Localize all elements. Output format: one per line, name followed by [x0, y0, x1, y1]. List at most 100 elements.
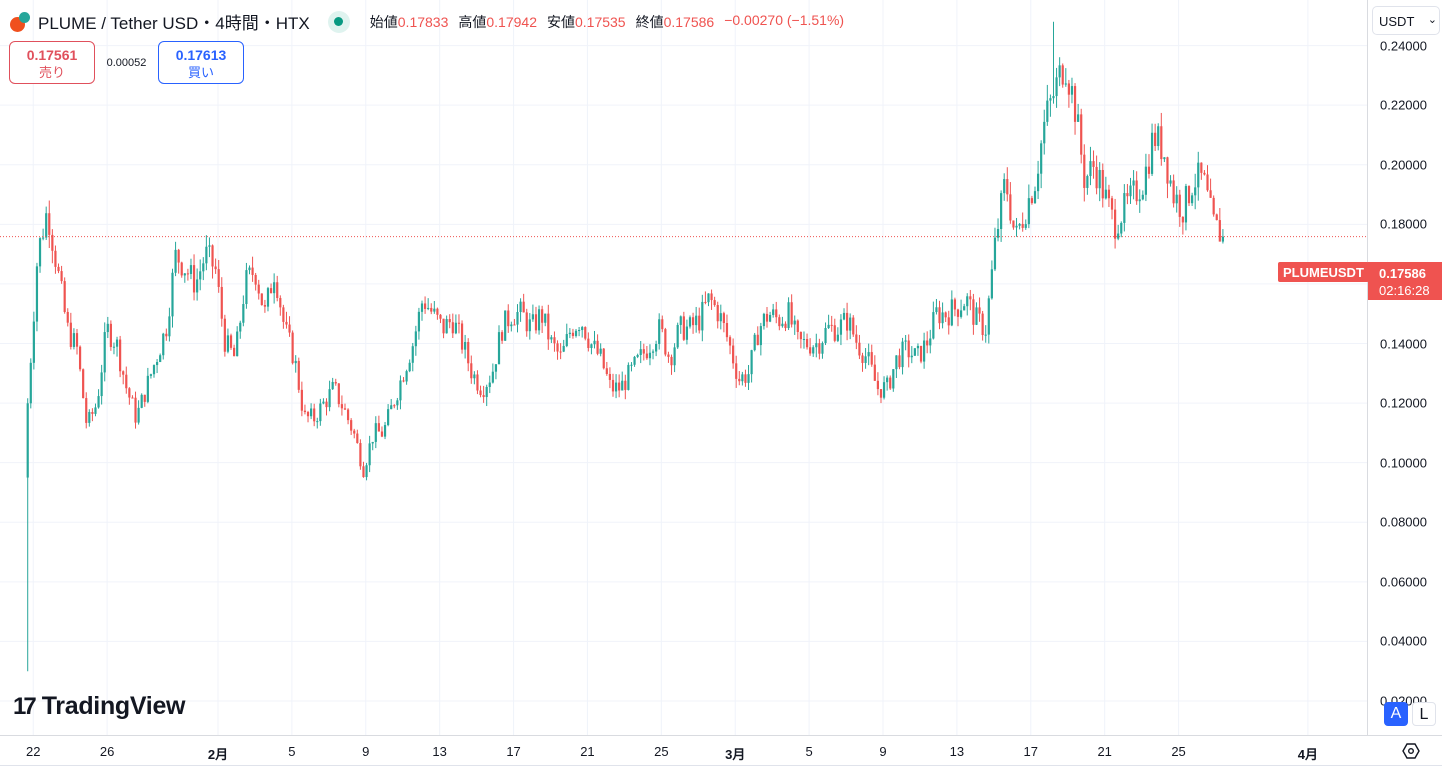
candle-body [1107, 189, 1111, 199]
candle-body [688, 317, 692, 327]
time-tick-label: 17 [1023, 744, 1039, 759]
candle-body [621, 380, 624, 391]
candle-body [707, 293, 710, 303]
candle-body [655, 344, 658, 352]
candle-body [467, 341, 470, 364]
candle-body [704, 301, 707, 303]
candle-body [996, 229, 1000, 238]
candle-body [78, 346, 82, 370]
candle-body [753, 334, 756, 351]
plume-logo-icon [10, 11, 32, 33]
price-tick-label: 0.18000 [1380, 216, 1427, 232]
settings-icon[interactable] [1402, 743, 1420, 759]
candle-body [1006, 179, 1009, 195]
candle-body [913, 348, 916, 356]
tradingview-logo[interactable]: 17 TradingView [13, 692, 186, 721]
candle-body [97, 396, 100, 408]
candle-body [1154, 132, 1157, 147]
candle-body [1206, 174, 1209, 191]
candle-body [762, 313, 766, 327]
candle-body [411, 346, 414, 363]
candle-body [571, 332, 575, 336]
candle-body [852, 317, 855, 335]
candle-body [799, 331, 802, 340]
candle-body [322, 401, 325, 404]
candle-body [94, 407, 97, 414]
candle-body [63, 281, 66, 312]
candle-body [741, 374, 744, 382]
candle-body [149, 374, 153, 376]
candle-body [371, 441, 374, 444]
candle-body [303, 410, 307, 413]
close-value: 0.17586 [663, 13, 715, 30]
price-chart[interactable] [0, 0, 1367, 735]
candle-body [870, 352, 873, 365]
candle-body [100, 372, 103, 397]
candle-body [232, 347, 236, 357]
candle-body [1089, 161, 1092, 177]
candle-body [162, 333, 165, 356]
price-axis[interactable]: 0.260000.240000.220000.200000.180000.160… [1367, 0, 1442, 735]
candle-body [457, 322, 461, 324]
candle-body [642, 349, 645, 354]
price-tick-label: 0.08000 [1380, 514, 1427, 530]
candle-body [953, 299, 957, 310]
market-status-icon[interactable] [327, 10, 350, 33]
candle-body [439, 314, 442, 319]
candle-body [72, 333, 76, 347]
candle-body [229, 335, 233, 348]
candle-body [482, 395, 485, 398]
candle-body [239, 322, 242, 332]
log-scale-button[interactable]: L [1412, 702, 1436, 726]
candle-body [984, 334, 987, 336]
candle-body [858, 342, 861, 356]
candle-body [710, 293, 713, 301]
candle-body [1166, 157, 1169, 184]
sell-button[interactable]: 0.17561 売り [9, 41, 95, 84]
candle-body [1043, 121, 1046, 144]
candle-body [627, 364, 630, 390]
candle-body [1033, 191, 1037, 204]
candle-body [245, 270, 248, 305]
candle-body [1126, 193, 1129, 197]
candle-body [288, 324, 291, 333]
candle-body [1144, 166, 1148, 195]
candle-body [445, 319, 448, 334]
candle-body [744, 374, 747, 383]
candle-body [48, 213, 51, 235]
candle-body [719, 313, 722, 322]
currency-select[interactable]: USDT ⌄ [1372, 6, 1440, 35]
symbol-title[interactable]: PLUME / Tether USD・4時間・HTX [38, 14, 310, 33]
candle-body [691, 317, 695, 326]
candle-body [45, 213, 48, 238]
time-tick-label: 13 [432, 744, 447, 759]
candle-body [285, 321, 288, 325]
candle-body [460, 323, 464, 350]
candle-body [1123, 193, 1126, 223]
auto-scale-button[interactable]: A [1384, 702, 1408, 726]
candle-body [146, 375, 149, 402]
time-axis[interactable]: 22 26 2月 5 9 13 17 21 25 3月 5 9 13 17 21 25 4月 [0, 735, 1442, 766]
candle-body [54, 250, 57, 267]
candle-body [978, 307, 981, 314]
candle-body [377, 423, 380, 432]
buy-button[interactable]: 0.17613 買い [158, 41, 244, 84]
price-tick-label: 0.06000 [1380, 574, 1427, 590]
candle-body [861, 355, 864, 363]
candle-body [66, 311, 69, 323]
candle-body [1104, 189, 1107, 199]
candle-body [895, 355, 898, 370]
candle-body [263, 305, 267, 307]
candle-body [923, 340, 926, 362]
candle-body [614, 382, 618, 392]
candle-body [830, 324, 833, 326]
candle-body [812, 347, 815, 354]
candle-body [436, 308, 439, 315]
candle-body [1101, 169, 1104, 199]
candle-body [879, 389, 883, 398]
candle-body [901, 341, 904, 368]
price-tick-label: 0.20000 [1380, 157, 1427, 173]
candle-body [864, 356, 867, 363]
candle-body [91, 411, 94, 414]
candle-body [842, 312, 846, 320]
